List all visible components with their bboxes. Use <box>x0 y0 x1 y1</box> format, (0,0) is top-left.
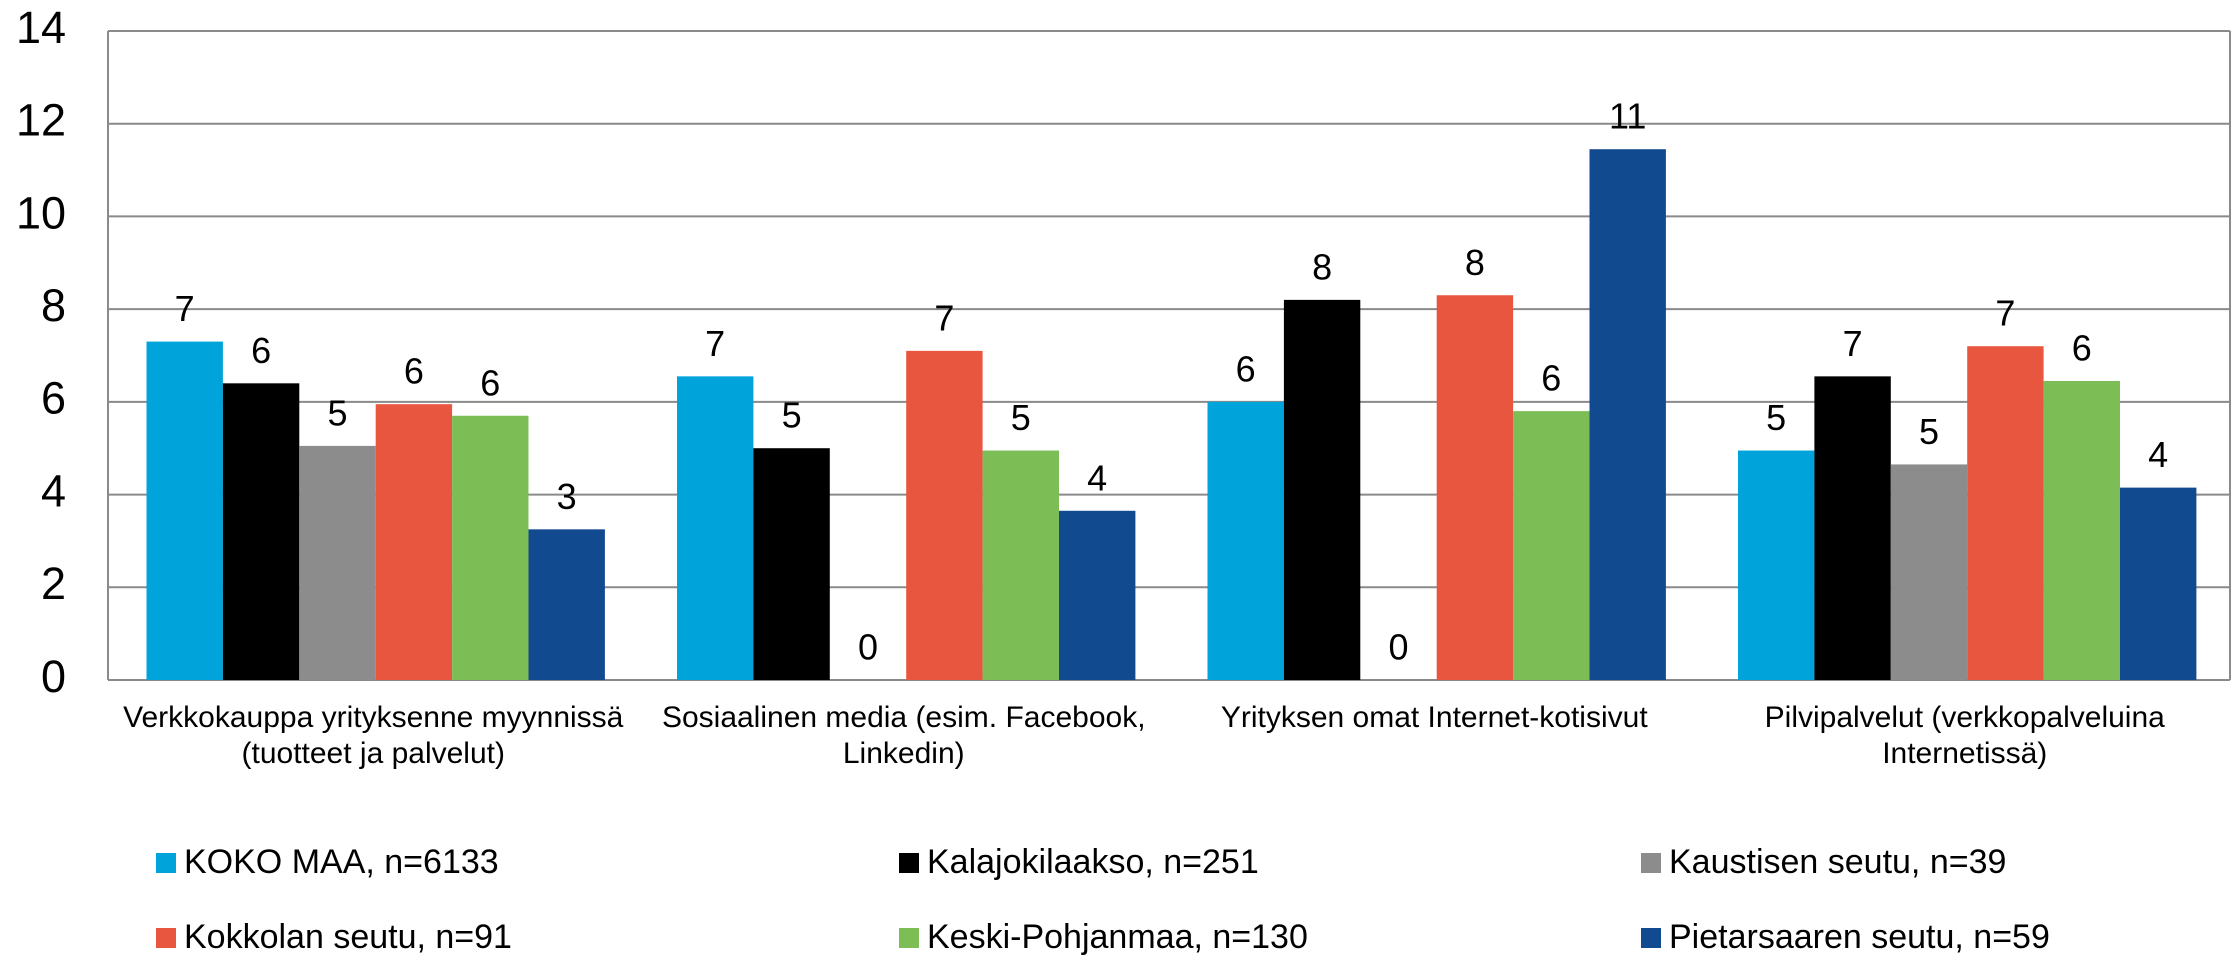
data-label: 6 <box>404 351 424 392</box>
bar <box>528 529 605 680</box>
data-label: 4 <box>1087 457 1107 498</box>
bar <box>1436 295 1514 680</box>
y-tick-label: 6 <box>41 373 66 424</box>
data-label: 3 <box>557 476 577 517</box>
bar <box>452 415 529 680</box>
bar <box>1207 401 1284 680</box>
x-tick-label: Sosiaalinen media (esim. Facebook, Linke… <box>661 701 1146 770</box>
legend-item: Kokkolan seutu, n=91 <box>156 918 512 957</box>
data-label: 0 <box>1388 627 1408 668</box>
legend-label: Kaustisen seutu, n=39 <box>1669 843 2007 881</box>
data-label: 7 <box>1843 323 1863 364</box>
bar <box>375 404 453 680</box>
data-label: 8 <box>1312 246 1332 287</box>
bar <box>2120 487 2197 680</box>
data-label: 6 <box>480 362 500 403</box>
x-tick-label: Yrityksen omat Internet-kotisivut <box>1220 701 1648 734</box>
legend-item: Kaustisen seutu, n=39 <box>1641 843 2006 882</box>
bar <box>1283 299 1361 680</box>
legend-item: Keski-Pohjanmaa, n=130 <box>899 918 1308 957</box>
y-tick-label: 12 <box>16 95 66 146</box>
bar <box>1589 149 1666 681</box>
bar <box>1738 450 1815 680</box>
legend-label: Kokkolan seutu, n=91 <box>184 918 512 956</box>
legend-swatch <box>899 927 919 948</box>
y-tick-label: 2 <box>41 558 66 609</box>
legend-item: Kalajokilaakso, n=251 <box>899 843 1259 882</box>
legend-swatch <box>156 852 176 873</box>
y-tick-label: 14 <box>16 2 66 53</box>
legend-item: KOKO MAA, n=6133 <box>156 843 499 882</box>
y-tick-label: 8 <box>41 280 66 331</box>
data-label: 8 <box>1465 242 1485 283</box>
bar <box>222 383 300 680</box>
data-label: 11 <box>1609 96 1646 137</box>
data-label: 6 <box>251 330 271 371</box>
legend-swatch <box>1641 927 1661 948</box>
y-tick-label: 0 <box>41 651 66 702</box>
legend-label: KOKO MAA, n=6133 <box>184 843 499 881</box>
bar <box>2043 380 2120 680</box>
y-tick-label: 4 <box>41 465 66 516</box>
data-label: 6 <box>2072 328 2092 369</box>
bar <box>982 450 1059 680</box>
legend-label: Pietarsaaren seutu, n=59 <box>1669 918 2050 956</box>
bar <box>677 376 754 680</box>
y-tick-label: 10 <box>16 187 66 238</box>
legend-label: Keski-Pohjanmaa, n=130 <box>927 918 1308 956</box>
data-label: 6 <box>1236 348 1256 389</box>
legend-swatch <box>899 852 919 873</box>
legend-swatch <box>1641 852 1661 873</box>
bar <box>299 445 376 680</box>
data-label: 0 <box>858 627 878 668</box>
data-label: 4 <box>2148 434 2168 475</box>
bar <box>1890 464 1968 680</box>
bar <box>1814 376 1891 680</box>
data-label: 5 <box>1011 397 1031 438</box>
bar <box>1967 346 2044 680</box>
legend-item: Pietarsaaren seutu, n=59 <box>1641 918 2050 957</box>
bar <box>1513 411 1590 680</box>
data-label: 5 <box>327 392 347 433</box>
data-label: 6 <box>1541 358 1561 399</box>
legend-label: Kalajokilaakso, n=251 <box>927 843 1259 881</box>
data-label: 7 <box>175 288 195 329</box>
x-tick-label: Pilvipalvelut (verkkopalveluina Internet… <box>1764 701 2165 770</box>
data-label: 5 <box>782 395 802 436</box>
data-label: 5 <box>1766 397 1786 438</box>
data-label: 5 <box>1919 411 1939 452</box>
data-label: 7 <box>1995 293 2015 334</box>
bar <box>1059 510 1136 680</box>
data-label: 7 <box>934 297 954 338</box>
legend-swatch <box>156 927 176 948</box>
bar <box>753 448 830 680</box>
bar <box>146 341 223 680</box>
bar <box>906 350 983 680</box>
data-label: 7 <box>705 323 725 364</box>
x-tick-label: Verkkokauppa yrityksenne myynnissä (tuot… <box>123 701 624 770</box>
